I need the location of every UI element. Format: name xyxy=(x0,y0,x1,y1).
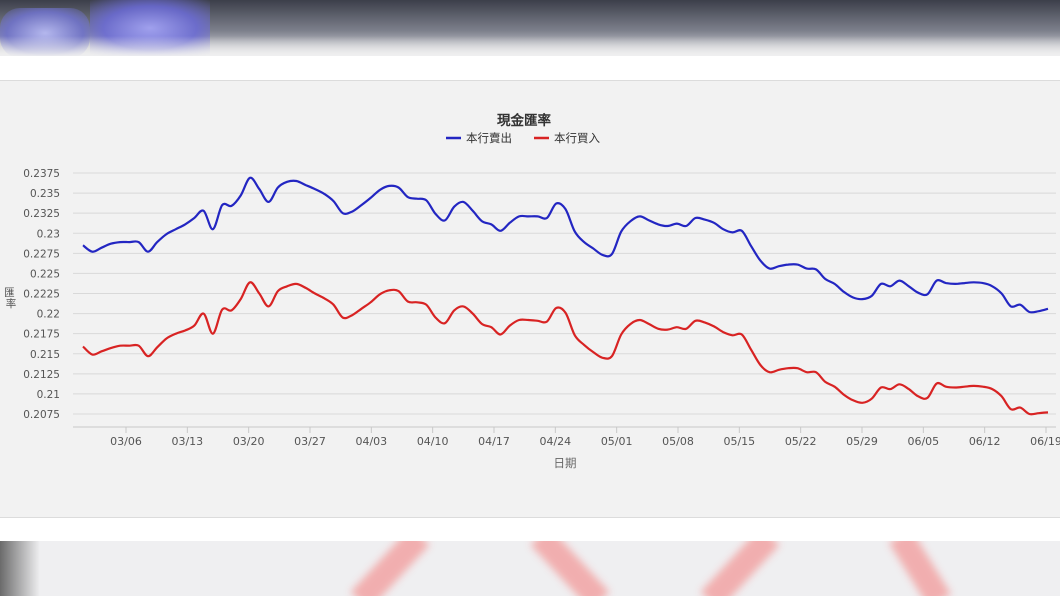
legend-item-buy[interactable]: 本行買入 xyxy=(534,131,600,145)
y-axis-label-char-2: 率 xyxy=(6,297,17,310)
y-tick-label: 0.215 xyxy=(30,349,60,361)
y-tick-label: 0.2275 xyxy=(23,248,60,260)
legend-label-buy: 本行買入 xyxy=(554,131,600,145)
spacer-top xyxy=(0,56,1060,80)
x-tick-label: 03/06 xyxy=(110,435,142,448)
x-tick-label: 05/01 xyxy=(601,435,633,448)
y-tick-label: 0.2175 xyxy=(23,329,60,341)
x-tick-label: 03/20 xyxy=(233,435,265,448)
blurred-bottom-background xyxy=(0,541,1060,596)
x-tick-label: 04/03 xyxy=(355,435,387,448)
y-tick-label: 0.23 xyxy=(37,228,60,240)
x-tick-label: 03/27 xyxy=(294,435,326,448)
x-tick-label: 06/19 xyxy=(1030,435,1060,448)
x-axis-ticks: 03/06 03/13 03/20 03/27 04/03 04/10 04/17 04/24… xyxy=(110,427,1060,448)
x-tick-label: 05/29 xyxy=(846,435,878,448)
legend-item-sell[interactable]: 本行賣出 xyxy=(446,131,512,145)
x-tick-label: 04/17 xyxy=(478,435,510,448)
series-line-sell[interactable] xyxy=(82,176,1049,314)
y-tick-label: 0.2325 xyxy=(23,208,60,220)
blurred-top-background xyxy=(0,0,1060,56)
y-tick-label: 0.21 xyxy=(37,389,60,401)
x-tick-label: 05/08 xyxy=(662,435,694,448)
y-axis-label-char-1: 匯 xyxy=(4,287,15,299)
chart-title: 現金匯率 xyxy=(497,112,551,129)
x-tick-label: 05/22 xyxy=(785,435,817,448)
exchange-rate-chart: 現金匯率 本行賣出 本行買入 0.2075 0.21 0.2125 0.215 0.21… xyxy=(4,112,1060,470)
series-lines xyxy=(82,176,1049,416)
y-tick-label: 0.2075 xyxy=(23,409,60,421)
y-tick-label: 0.2375 xyxy=(23,168,60,180)
x-tick-label: 04/24 xyxy=(539,435,571,448)
x-tick-label: 04/10 xyxy=(417,435,449,448)
series-line-buy[interactable] xyxy=(82,281,1049,416)
blurred-bottom-shapes xyxy=(350,541,952,596)
x-tick-label: 06/12 xyxy=(969,435,1001,448)
y-tick-label: 0.235 xyxy=(30,188,60,200)
top-fade xyxy=(0,36,1060,56)
x-tick-label: 03/13 xyxy=(171,435,203,448)
y-tick-label: 0.2125 xyxy=(23,369,60,381)
y-axis-label: 匯 率 xyxy=(4,287,18,310)
x-tick-label: 05/15 xyxy=(723,435,755,448)
y-gridlines xyxy=(73,172,1056,415)
y-tick-label: 0.2225 xyxy=(23,289,60,301)
x-axis-label: 日期 xyxy=(554,456,577,470)
left-shadow xyxy=(0,541,40,596)
y-axis-ticks: 0.2075 0.21 0.2125 0.215 0.2175 0.22 0.2225 0.2… xyxy=(23,168,60,421)
y-tick-label: 0.22 xyxy=(37,309,60,321)
chart-panel: 現金匯率 本行賣出 本行買入 0.2075 0.21 0.2125 0.215 0.21… xyxy=(0,80,1060,518)
chart-legend[interactable]: 本行賣出 本行買入 xyxy=(446,131,600,145)
y-tick-label: 0.225 xyxy=(30,268,60,280)
spacer-bottom xyxy=(0,518,1060,541)
legend-label-sell: 本行賣出 xyxy=(466,131,512,145)
x-tick-label: 06/05 xyxy=(907,435,939,448)
